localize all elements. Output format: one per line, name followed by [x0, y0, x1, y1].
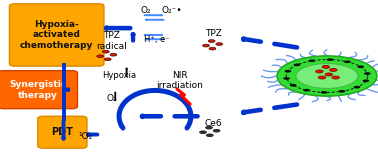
Text: NIR
irradiation: NIR irradiation: [156, 71, 203, 90]
Circle shape: [316, 70, 323, 73]
Circle shape: [363, 79, 369, 82]
Circle shape: [327, 58, 333, 61]
Circle shape: [206, 126, 212, 129]
Circle shape: [104, 58, 111, 61]
Circle shape: [364, 72, 371, 75]
Circle shape: [97, 55, 104, 58]
Circle shape: [296, 64, 358, 88]
Circle shape: [110, 53, 117, 56]
Circle shape: [208, 40, 215, 42]
Circle shape: [285, 70, 291, 73]
Circle shape: [338, 90, 345, 93]
Circle shape: [277, 56, 377, 96]
Circle shape: [322, 65, 330, 68]
Circle shape: [290, 84, 297, 87]
Circle shape: [344, 60, 351, 63]
FancyBboxPatch shape: [9, 4, 104, 66]
Text: Synergistic
therapy: Synergistic therapy: [9, 80, 67, 100]
Circle shape: [321, 91, 327, 94]
Circle shape: [203, 44, 209, 47]
Text: O₂⁻•: O₂⁻•: [162, 6, 182, 15]
Circle shape: [283, 77, 290, 80]
Circle shape: [213, 129, 220, 132]
Circle shape: [332, 76, 339, 79]
Text: TPZ
radical: TPZ radical: [96, 31, 127, 51]
Circle shape: [102, 50, 109, 53]
Circle shape: [357, 65, 364, 68]
FancyBboxPatch shape: [0, 71, 77, 109]
Circle shape: [200, 131, 206, 134]
Circle shape: [303, 89, 310, 92]
Circle shape: [309, 59, 316, 62]
Text: O₂: O₂: [140, 6, 151, 15]
Text: Hypoxia-
activated
chemotherapy: Hypoxia- activated chemotherapy: [20, 20, 93, 50]
Text: TPZ: TPZ: [205, 29, 222, 38]
Text: ¹O₂: ¹O₂: [78, 132, 92, 141]
FancyBboxPatch shape: [38, 116, 87, 148]
Text: O₂: O₂: [106, 94, 117, 103]
Circle shape: [216, 43, 223, 45]
Circle shape: [206, 134, 213, 137]
Circle shape: [318, 76, 326, 79]
Text: Ce6: Ce6: [205, 119, 222, 128]
Text: PDT: PDT: [51, 127, 73, 137]
Circle shape: [325, 73, 333, 76]
Circle shape: [330, 68, 337, 71]
Circle shape: [209, 47, 216, 50]
Circle shape: [353, 86, 360, 88]
Circle shape: [294, 64, 301, 66]
Text: H⁺, e⁻: H⁺, e⁻: [144, 35, 170, 44]
Text: Hypoxia: Hypoxia: [102, 71, 136, 81]
